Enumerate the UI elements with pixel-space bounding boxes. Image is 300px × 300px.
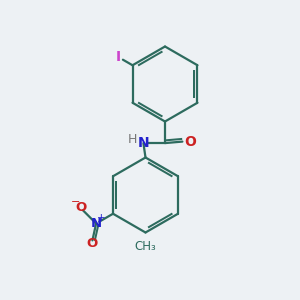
Text: I: I [116, 50, 121, 64]
Text: O: O [184, 135, 196, 148]
Text: O: O [75, 201, 86, 214]
Text: +: + [97, 213, 106, 223]
Text: O: O [86, 237, 97, 250]
Text: N: N [138, 136, 149, 150]
Text: N: N [91, 217, 102, 230]
Text: H: H [127, 133, 137, 146]
Text: CH₃: CH₃ [135, 239, 156, 253]
Text: −: − [70, 197, 80, 208]
